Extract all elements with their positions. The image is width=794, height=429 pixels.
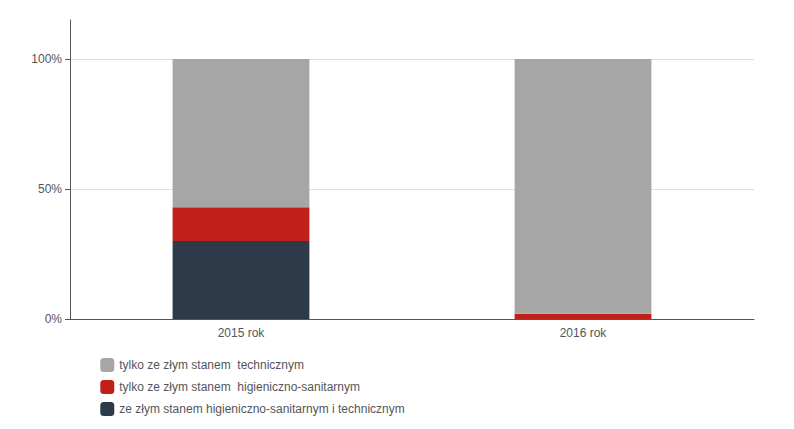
svg-text:0%: 0% (45, 312, 63, 326)
svg-text:tylko ze złym stanem higienic: tylko ze złym stanem higieniczno-sanitar… (119, 380, 360, 394)
svg-text:ze złym stanem higieniczno-san: ze złym stanem higieniczno-sanitarnym i … (119, 402, 404, 416)
svg-text:50%: 50% (38, 182, 62, 196)
svg-text:100%: 100% (31, 52, 62, 66)
svg-text:tylko ze złym stanem technicz: tylko ze złym stanem technicznym (119, 358, 304, 372)
svg-text:2016 rok: 2016 rok (560, 326, 608, 340)
svg-text:2015 rok: 2015 rok (218, 326, 266, 340)
